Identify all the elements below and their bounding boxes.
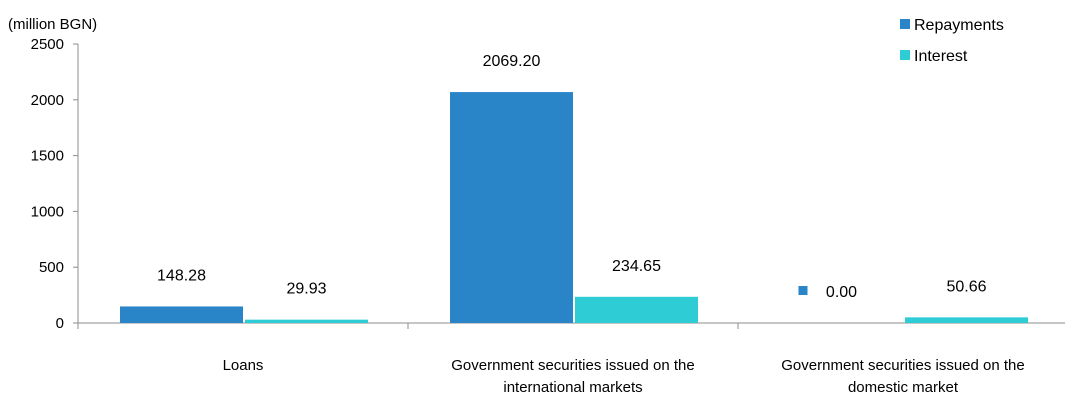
category-label-1: Government securities issued on the	[451, 357, 694, 374]
y-tick-label: 500	[39, 259, 64, 276]
bar-interest-2	[905, 317, 1028, 323]
legend-swatch-repayments	[900, 19, 910, 29]
y-tick-label: 2000	[31, 92, 64, 109]
y-tick-label: 1500	[31, 148, 64, 165]
y-axis-ticks: 0 500 1000 1500 2000 2500	[31, 36, 78, 332]
bar-interest-0	[245, 319, 368, 323]
bar-repayments-0	[120, 306, 243, 323]
zero-value-marker	[798, 286, 808, 295]
data-label-repayments-0: 148.28	[157, 267, 206, 284]
bars	[120, 92, 1028, 324]
category-label-2: domestic market	[848, 379, 959, 396]
legend-label-interest: Interest	[914, 48, 968, 65]
category-labels: Loans Government securities issued on the…	[223, 357, 1025, 396]
data-label-interest-2: 50.66	[946, 278, 986, 295]
category-label-1: international markets	[503, 379, 642, 396]
legend-label-repayments: Repayments	[914, 17, 1004, 34]
data-label-interest-1: 234.65	[612, 258, 661, 275]
data-labels: 148.28 2069.20 0.00 29.93 234.65 50.66	[157, 53, 987, 301]
category-label-2: Government securities issued on the	[781, 357, 1024, 374]
y-tick-label: 2500	[31, 36, 64, 53]
y-axis-unit-label: (million BGN)	[8, 16, 97, 33]
legend: Repayments Interest	[900, 17, 1004, 65]
y-tick-label: 1000	[31, 203, 64, 220]
legend-swatch-interest	[900, 50, 910, 60]
bar-interest-1	[575, 296, 698, 323]
category-label-0: Loans	[223, 357, 264, 374]
bar-repayments-1	[450, 92, 573, 324]
data-label-repayments-2: 0.00	[826, 284, 857, 301]
data-label-repayments-1: 2069.20	[483, 53, 541, 70]
data-label-interest-0: 29.93	[286, 281, 326, 298]
y-tick-label: 0	[56, 315, 64, 332]
